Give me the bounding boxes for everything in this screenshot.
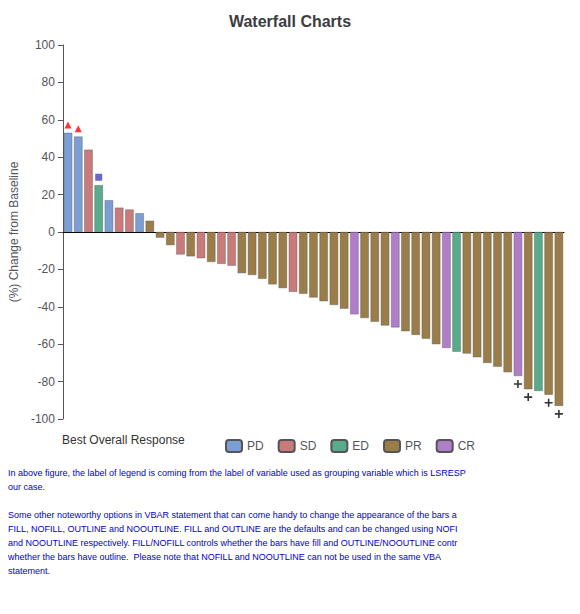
svg-text:Some other noteworthy options: Some other noteworthy options in VBAR st…: [8, 510, 457, 520]
svg-text:statement.: statement.: [8, 566, 50, 576]
svg-text:and NOOUTLINE respectively. FI: and NOOUTLINE respectively. FILL/NOFILL …: [8, 538, 457, 548]
svg-text:(%) Change from Baseline: (%) Change from Baseline: [7, 161, 21, 302]
svg-text:100: 100: [35, 38, 55, 52]
svg-text:FILL, NOFILL, OUTLINE and NOOU: FILL, NOFILL, OUTLINE and NOOUTLINE. FIL…: [8, 524, 457, 534]
svg-text:Waterfall Charts: Waterfall Charts: [229, 13, 351, 30]
svg-text:60: 60: [42, 113, 56, 127]
svg-text:CR: CR: [458, 439, 476, 453]
svg-text:In above figure, the label of: In above figure, the label of legend is …: [8, 468, 466, 478]
svg-text:40: 40: [42, 150, 56, 164]
svg-text:-60: -60: [38, 337, 56, 351]
svg-text:-100: -100: [31, 412, 55, 426]
svg-text:-20: -20: [38, 262, 56, 276]
svg-text:SD: SD: [300, 439, 317, 453]
svg-text:PR: PR: [405, 439, 422, 453]
svg-text:-40: -40: [38, 300, 56, 314]
svg-text:80: 80: [42, 75, 56, 89]
svg-text:0: 0: [48, 225, 55, 239]
svg-text:PD: PD: [247, 439, 264, 453]
svg-text:-80: -80: [38, 375, 56, 389]
svg-text:ED: ED: [352, 439, 369, 453]
svg-text:whether the bars have outline.: whether the bars have outline. Please no…: [7, 552, 441, 562]
svg-text:Best Overall Response: Best Overall Response: [62, 433, 185, 447]
svg-text:20: 20: [42, 188, 56, 202]
svg-text:our case.: our case.: [8, 482, 45, 492]
